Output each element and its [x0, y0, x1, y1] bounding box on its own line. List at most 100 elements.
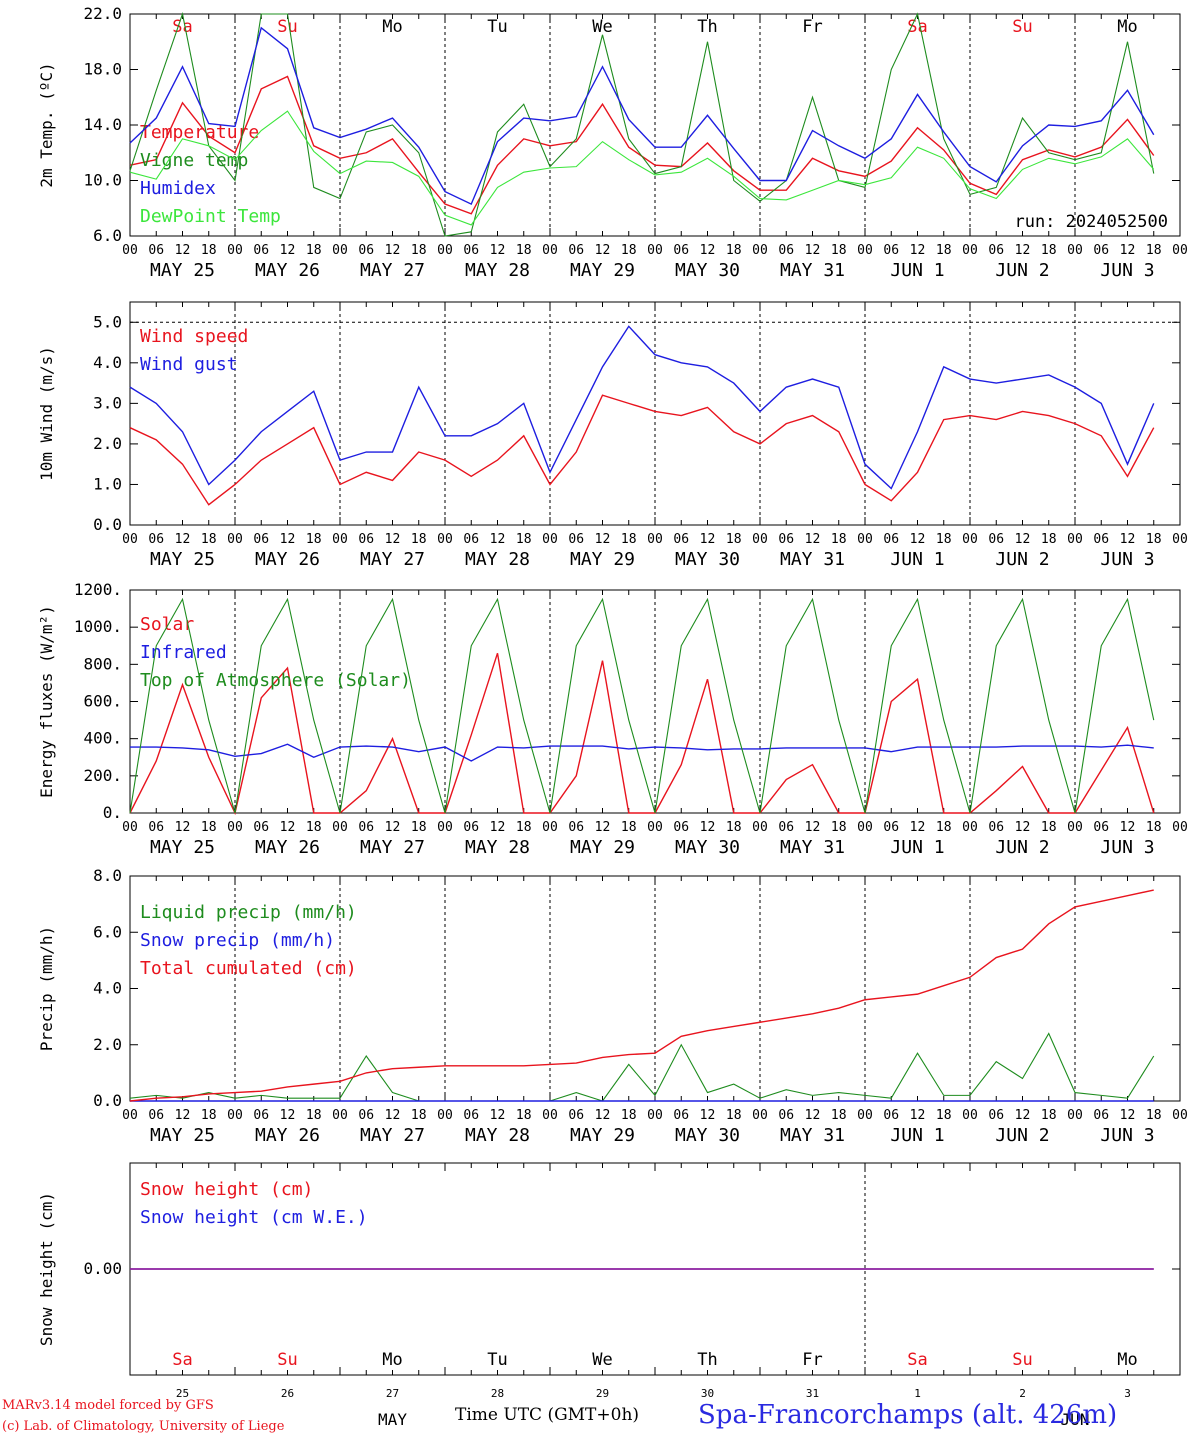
hour-tick-label: 18	[201, 820, 217, 835]
y-tick-label: 0.0	[93, 1091, 122, 1110]
hour-tick-label: 06	[148, 243, 164, 258]
hour-tick-label: 12	[385, 820, 401, 835]
weekday-label: We	[592, 17, 612, 37]
day-number-label: 31	[806, 1387, 819, 1400]
legend-entry: Liquid precip (mm/h)	[140, 902, 357, 923]
month-label: MAY	[378, 1410, 407, 1429]
hour-tick-label: 00	[752, 820, 768, 835]
hour-tick-label: 18	[1146, 243, 1162, 258]
date-label: JUN 3	[1100, 1125, 1154, 1146]
date-label: MAY 31	[780, 549, 845, 570]
date-label: MAY 31	[780, 837, 845, 858]
date-label: MAY 26	[255, 837, 320, 858]
hour-tick-label: 06	[253, 532, 269, 547]
date-label: MAY 25	[150, 549, 215, 570]
hour-tick-label: 12	[280, 243, 296, 258]
hour-tick-label: 00	[437, 1108, 453, 1123]
hour-tick-label: 12	[1120, 1108, 1136, 1123]
hour-tick-label: 18	[1041, 243, 1057, 258]
date-label: JUN 3	[1100, 260, 1154, 281]
date-label: MAY 27	[360, 837, 425, 858]
hour-tick-label: 18	[201, 532, 217, 547]
date-label: MAY 31	[780, 1125, 845, 1146]
date-label: JUN 3	[1100, 549, 1154, 570]
weekday-label: Sa	[907, 17, 927, 37]
day-number-label: 29	[596, 1387, 609, 1400]
day-number-label: 27	[386, 1387, 399, 1400]
hour-tick-label: 18	[1041, 1108, 1057, 1123]
date-label: MAY 29	[570, 549, 635, 570]
y-tick-label: 0.	[103, 803, 122, 822]
day-number-label: 3	[1124, 1387, 1131, 1400]
hour-tick-label: 00	[437, 820, 453, 835]
hour-tick-label: 12	[385, 532, 401, 547]
date-label: MAY 26	[255, 1125, 320, 1146]
hour-tick-label: 12	[1015, 243, 1031, 258]
hour-tick-label: 12	[490, 820, 506, 835]
hour-tick-label: 00	[332, 1108, 348, 1123]
weekday-label: Tu	[487, 1350, 507, 1370]
legend-entry: Total cumulated (cm)	[140, 958, 357, 979]
hour-tick-label: 12	[1015, 532, 1031, 547]
date-label: MAY 29	[570, 1125, 635, 1146]
date-label: MAY 26	[255, 549, 320, 570]
y-tick-label: 10.0	[83, 171, 122, 190]
date-label: MAY 27	[360, 260, 425, 281]
hour-tick-label: 12	[490, 532, 506, 547]
hour-tick-label: 18	[306, 820, 322, 835]
hour-tick-label: 06	[1093, 820, 1109, 835]
credit-line-1: MARv3.14 model forced by GFS	[2, 1398, 214, 1413]
weekday-label: We	[592, 1350, 612, 1370]
hour-tick-label: 12	[385, 1108, 401, 1123]
month-label: JUN	[1061, 1410, 1090, 1429]
hour-tick-label: 18	[516, 532, 532, 547]
series-line-humidex	[129, 26, 1155, 206]
hour-tick-label: 18	[411, 532, 427, 547]
y-tick-label: 2.0	[93, 434, 122, 453]
hour-tick-label: 00	[1067, 532, 1083, 547]
hour-tick-label: 06	[148, 532, 164, 547]
hour-tick-label: 06	[463, 532, 479, 547]
hour-tick-label: 18	[306, 1108, 322, 1123]
hour-tick-label: 06	[358, 243, 374, 258]
hour-tick-label: 12	[595, 1108, 611, 1123]
series-line-vigne-temp	[129, 11, 1155, 237]
y-tick-label: 22.0	[83, 4, 122, 23]
hour-tick-label: 00	[122, 243, 138, 258]
hour-tick-label: 00	[1172, 243, 1188, 258]
hour-tick-label: 00	[437, 243, 453, 258]
hour-tick-label: 18	[726, 820, 742, 835]
hour-tick-label: 12	[1015, 820, 1031, 835]
hour-tick-label: 12	[280, 820, 296, 835]
y-tick-label: 14.0	[83, 115, 122, 134]
date-label: MAY 28	[465, 260, 530, 281]
hour-tick-label: 06	[673, 1108, 689, 1123]
hour-tick-label: 18	[621, 820, 637, 835]
hour-tick-label: 00	[332, 532, 348, 547]
weekday-label: Th	[697, 1350, 717, 1370]
hour-tick-label: 00	[962, 1108, 978, 1123]
date-label: MAY 30	[675, 1125, 740, 1146]
hour-tick-label: 18	[831, 243, 847, 258]
y-tick-label: 1000.	[74, 617, 122, 636]
weekday-label: Sa	[172, 17, 192, 37]
hour-tick-label: 06	[988, 820, 1004, 835]
hour-tick-label: 18	[831, 532, 847, 547]
series-line-dewpoint-temp	[129, 110, 1155, 226]
hour-tick-label: 00	[437, 532, 453, 547]
y-tick-label: 18.0	[83, 60, 122, 79]
date-label: JUN 3	[1100, 837, 1154, 858]
date-label: MAY 28	[465, 1125, 530, 1146]
hour-tick-label: 00	[752, 532, 768, 547]
weekday-label: Sa	[907, 1350, 927, 1370]
credit-line-2: (c) Lab. of Climatology, University of L…	[2, 1419, 285, 1434]
hour-tick-label: 18	[621, 532, 637, 547]
hour-tick-label: 06	[463, 243, 479, 258]
y-tick-label: 4.0	[93, 353, 122, 372]
series-line-wind-speed	[129, 394, 1155, 506]
hour-tick-label: 12	[385, 243, 401, 258]
hour-tick-label: 00	[857, 820, 873, 835]
y-tick-label: 3.0	[93, 393, 122, 412]
hour-tick-label: 00	[962, 532, 978, 547]
weekday-label: Su	[277, 1350, 297, 1370]
